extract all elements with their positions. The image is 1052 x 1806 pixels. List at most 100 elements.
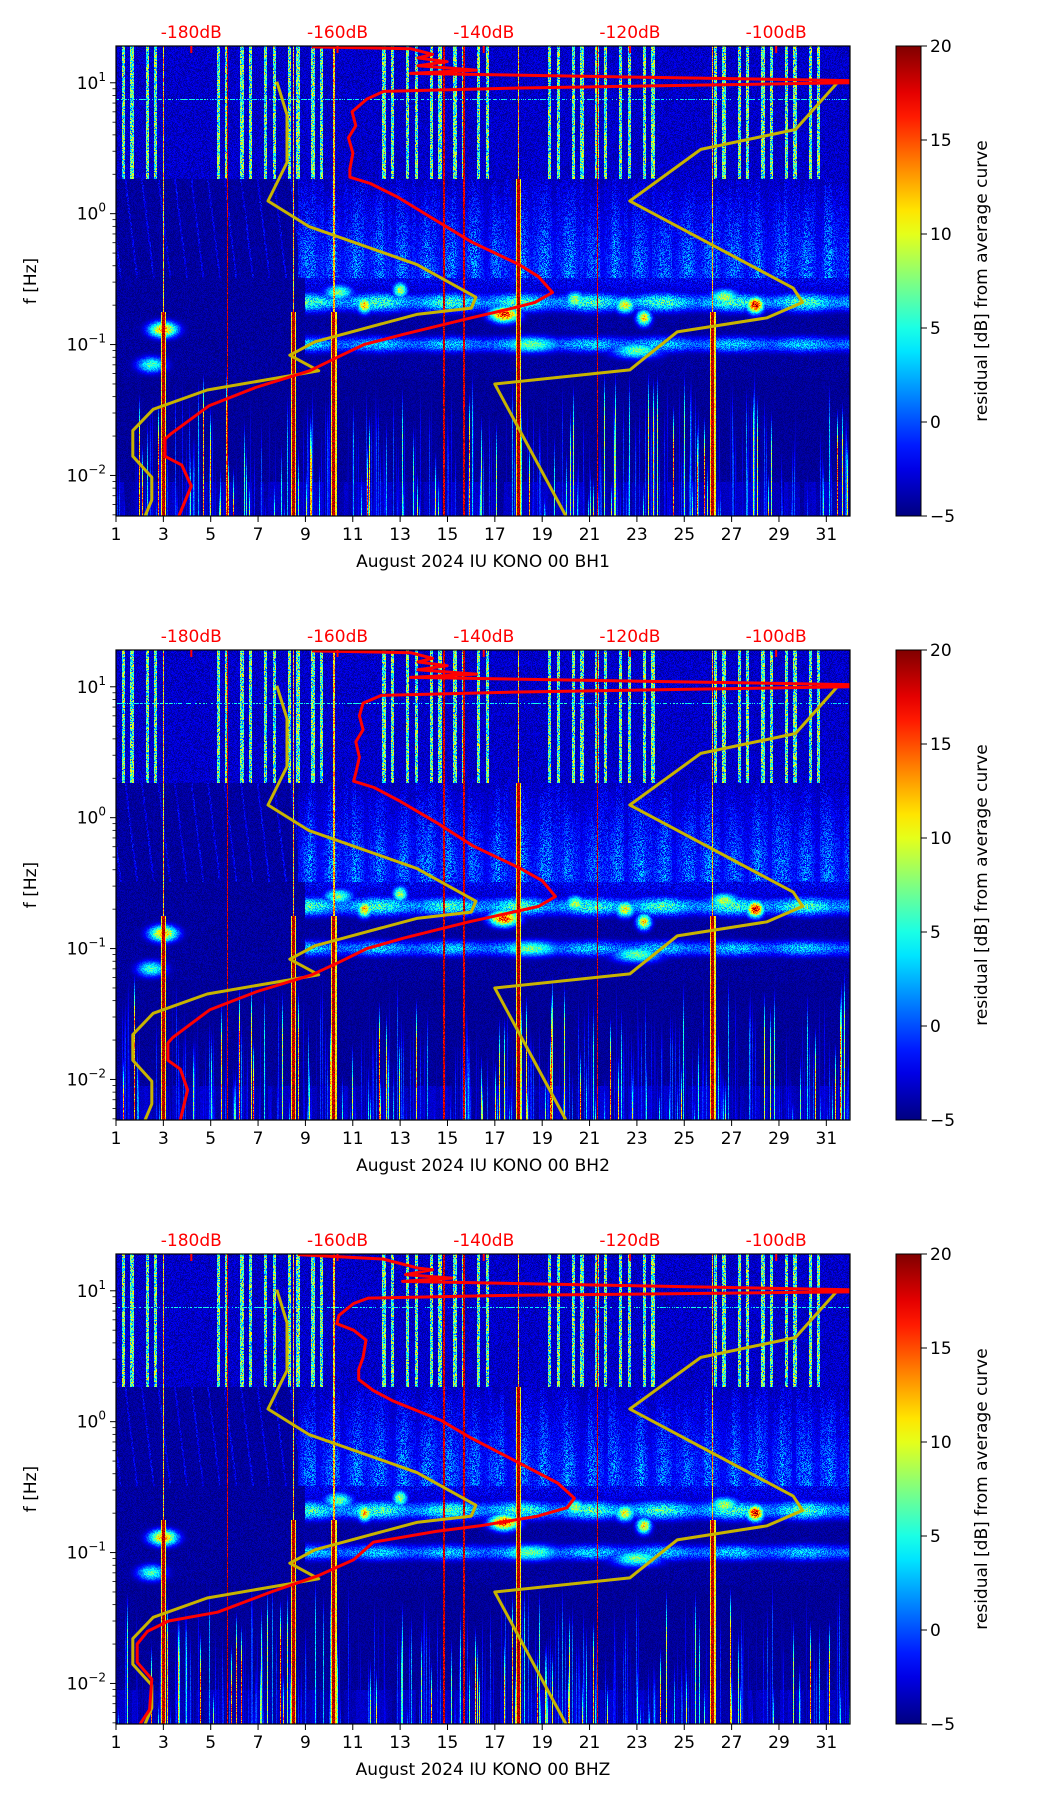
db-tick-label: -100dB <box>746 1231 807 1251</box>
y-tick-exponent: 1 <box>98 674 106 688</box>
x-tick-label: 31 <box>816 1733 838 1753</box>
colorbar: −5 0 5 10 15 20 residual [dB] from average cur… <box>895 641 992 1131</box>
x-tick-label: 27 <box>721 525 743 545</box>
y-tick-label: 101 <box>77 70 106 94</box>
x-tick-label: 31 <box>816 525 838 545</box>
x-tick-label: 19 <box>531 1129 553 1149</box>
x-axis-title: August 2024 IU KONO 00 BH2 <box>356 1156 610 1176</box>
y-tick-exponent: −1 <box>88 1540 106 1554</box>
colorbar-tick-label: 20 <box>930 641 952 661</box>
yellow-day-curve-2 <box>493 1288 840 1724</box>
db-tick-label: -120dB <box>599 627 660 647</box>
x-axis-title: August 2024 IU KONO 00 BH1 <box>356 552 610 572</box>
db-tick-label: -120dB <box>599 23 660 43</box>
colorbar-tick-label: 15 <box>930 735 952 755</box>
x-tick-label: 25 <box>673 1733 695 1753</box>
spectrogram-heatmap <box>116 46 850 516</box>
x-tick-label: 17 <box>484 525 506 545</box>
y-tick-label: 10−1 <box>67 332 106 356</box>
y-tick-exponent: −2 <box>88 1670 106 1684</box>
x-tick-label: 31 <box>816 1129 838 1149</box>
x-tick-label: 9 <box>300 1733 311 1753</box>
colorbar-tick-label: 20 <box>930 1245 952 1265</box>
db-tick-label: -160dB <box>307 1231 368 1251</box>
yellow-day-curve-1 <box>131 1289 478 1724</box>
x-tick-label: 11 <box>342 1733 364 1753</box>
x-tick-label: 17 <box>484 1733 506 1753</box>
db-tick-label: -160dB <box>307 23 368 43</box>
colorbar-tick-label: 10 <box>930 1433 952 1453</box>
colorbar-label: residual [dB] from average curve <box>972 140 992 421</box>
x-tick-label: 19 <box>531 525 553 545</box>
curves <box>131 650 850 1120</box>
x-tick-label: 29 <box>768 525 790 545</box>
x-tick-label: 19 <box>531 1733 553 1753</box>
db-tick-label: -180dB <box>161 1231 222 1251</box>
colorbar-gradient <box>895 649 922 1121</box>
x-tick-label: 15 <box>437 1733 459 1753</box>
y-tick-exponent: −1 <box>88 332 106 346</box>
colorbar-tick-label: 20 <box>930 37 952 57</box>
colorbar-tick-label: −5 <box>930 1111 955 1131</box>
y-tick-base: 10 <box>67 1070 89 1090</box>
y-tick-exponent: −2 <box>88 1066 106 1080</box>
axes-frame <box>115 649 851 1121</box>
red-db-curve <box>163 46 850 516</box>
x-tick-label: 27 <box>721 1129 743 1149</box>
curves <box>131 1254 850 1724</box>
y-tick-exponent: 1 <box>98 70 106 84</box>
x-tick-label: 13 <box>389 525 411 545</box>
colorbar-label: residual [dB] from average curve <box>972 1348 992 1629</box>
colorbar-tick-label: −5 <box>930 507 955 527</box>
colorbar-tick-label: 5 <box>930 923 941 943</box>
spectrogram-heatmap <box>116 650 850 1120</box>
curves <box>131 46 850 516</box>
x-tick-label: 15 <box>437 525 459 545</box>
colorbar-tick-label: 15 <box>930 1339 952 1359</box>
y-tick-label: 10−1 <box>67 936 106 960</box>
x-tick-label: 17 <box>484 1129 506 1149</box>
axes-frame <box>115 1253 851 1725</box>
red-db-curve <box>166 650 850 1120</box>
x-tick-label: 11 <box>342 1129 364 1149</box>
x-tick-label: 1 <box>111 525 122 545</box>
y-tick-label: 100 <box>77 201 106 225</box>
y-tick-label: 101 <box>77 674 106 698</box>
y-tick-label: 10−2 <box>67 462 106 486</box>
x-tick-label: 1 <box>111 1129 122 1149</box>
y-tick-label: 101 <box>77 1278 106 1302</box>
db-tick-label: -100dB <box>746 23 807 43</box>
db-tick-label: -140dB <box>453 1231 514 1251</box>
y-tick-base: 10 <box>67 1544 89 1564</box>
x-tick-label: 13 <box>389 1733 411 1753</box>
colorbar-tick-label: 15 <box>930 131 952 151</box>
yellow-day-curve-1 <box>131 81 478 516</box>
db-tick-label: -180dB <box>161 23 222 43</box>
y-tick-base: 10 <box>77 1282 99 1302</box>
y-axis-title: f [Hz] <box>21 258 41 304</box>
y-tick-base: 10 <box>77 809 99 829</box>
x-tick-label: 27 <box>721 1733 743 1753</box>
x-tick-label: 21 <box>579 1733 601 1753</box>
x-tick-label: 29 <box>768 1733 790 1753</box>
x-tick-label: 1 <box>111 1733 122 1753</box>
colorbar-gradient <box>895 45 922 517</box>
db-tick-label: -180dB <box>161 627 222 647</box>
y-tick-label: 10−1 <box>67 1540 106 1564</box>
x-tick-label: 23 <box>626 1733 648 1753</box>
colorbar-label: residual [dB] from average curve <box>972 744 992 1025</box>
y-tick-base: 10 <box>77 678 99 698</box>
y-tick-base: 10 <box>77 205 99 225</box>
colorbar: −5 0 5 10 15 20 residual [dB] from average cur… <box>895 1245 992 1735</box>
x-tick-label: 21 <box>579 525 601 545</box>
x-tick-label: 25 <box>673 525 695 545</box>
colorbar-tick-label: 10 <box>930 225 952 245</box>
y-tick-exponent: −1 <box>88 936 106 950</box>
yellow-day-curve-2 <box>493 80 840 516</box>
y-tick-exponent: 1 <box>98 1278 106 1292</box>
colorbar-tick-label: 10 <box>930 829 952 849</box>
db-tick-label: -160dB <box>307 627 368 647</box>
y-tick-exponent: 0 <box>98 1409 106 1423</box>
